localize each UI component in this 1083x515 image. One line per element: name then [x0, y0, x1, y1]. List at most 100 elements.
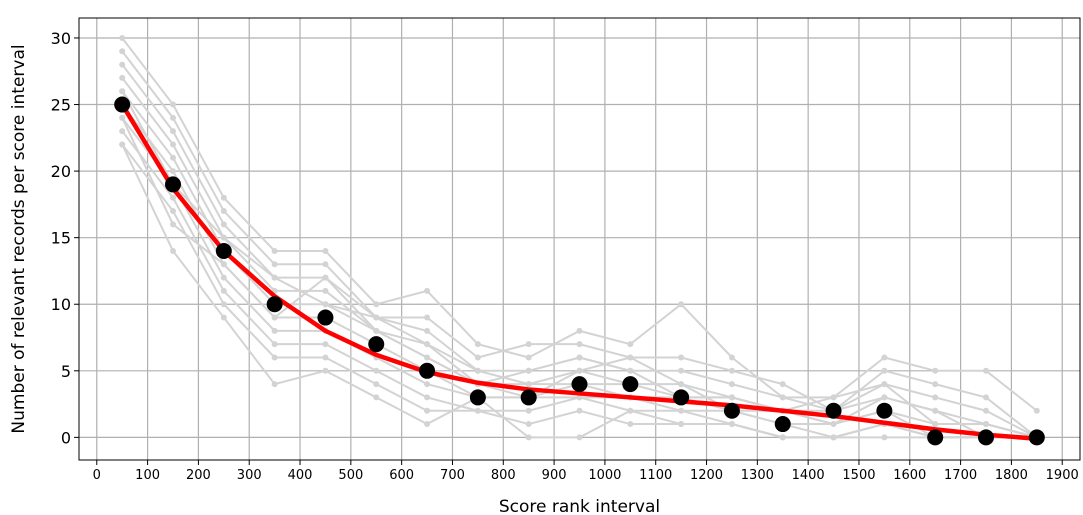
background-series-point	[1033, 407, 1040, 414]
background-series-point	[220, 287, 227, 294]
background-series-point	[373, 381, 380, 388]
background-series-point	[525, 407, 532, 414]
background-series-point	[678, 421, 685, 428]
data-point	[520, 389, 537, 406]
data-point	[165, 176, 182, 193]
background-series-point	[373, 367, 380, 374]
background-series-point	[627, 407, 634, 414]
background-series-point	[678, 381, 685, 388]
background-series-point	[170, 247, 177, 254]
x-tick-label: 900	[542, 468, 567, 483]
data-point	[114, 96, 131, 113]
background-series-point	[170, 154, 177, 161]
background-series-point	[982, 394, 989, 401]
background-series-point	[576, 434, 583, 441]
data-point	[927, 429, 944, 446]
background-series-point	[982, 407, 989, 414]
background-series-point	[728, 367, 735, 374]
background-series-point	[525, 341, 532, 348]
background-series-point	[271, 274, 278, 281]
background-series-point	[932, 394, 939, 401]
background-series-point	[627, 341, 634, 348]
background-series-point	[322, 367, 329, 374]
background-series-point	[576, 407, 583, 414]
y-axis-label: Number of relevant records per score int…	[9, 44, 29, 433]
background-series-point	[119, 74, 126, 81]
background-series-point	[525, 421, 532, 428]
background-series-point	[678, 354, 685, 361]
background-series-point	[779, 381, 786, 388]
background-series-point	[170, 114, 177, 121]
background-series-point	[271, 247, 278, 254]
background-series-point	[525, 434, 532, 441]
background-series-point	[170, 221, 177, 228]
background-series-point	[779, 394, 786, 401]
x-tick-label: 1300	[741, 468, 774, 483]
background-series-point	[424, 314, 431, 321]
data-point	[723, 402, 740, 419]
x-tick-label: 1500	[842, 468, 875, 483]
x-tick-label: 1900	[1046, 468, 1079, 483]
y-tick-label: 25	[51, 96, 71, 115]
x-tick-label: 1200	[690, 468, 723, 483]
grid-lines	[79, 18, 1080, 460]
background-series-point	[728, 421, 735, 428]
data-point	[774, 416, 791, 433]
data-point	[876, 402, 893, 419]
data-point	[368, 336, 385, 353]
background-series-point	[322, 341, 329, 348]
background-series-point	[576, 394, 583, 401]
background-series-point	[373, 394, 380, 401]
x-tick-label: 600	[389, 468, 414, 483]
background-series-point	[271, 354, 278, 361]
background-series-point	[170, 194, 177, 201]
background-series-point	[678, 407, 685, 414]
background-series-point	[576, 354, 583, 361]
data-point	[673, 389, 690, 406]
background-series-point	[474, 367, 481, 374]
x-tick-label: 300	[237, 468, 262, 483]
background-series-point	[474, 354, 481, 361]
background-series-point	[881, 354, 888, 361]
background-series-point	[678, 367, 685, 374]
background-series-point	[474, 407, 481, 414]
background-series-point	[119, 128, 126, 135]
y-tick-label: 30	[51, 29, 71, 48]
background-series-point	[881, 434, 888, 441]
background-series-point	[373, 327, 380, 334]
background-series-point	[322, 287, 329, 294]
x-tick-label: 1600	[893, 468, 926, 483]
data-point	[469, 389, 486, 406]
background-series-point	[170, 168, 177, 175]
background-series-point	[881, 367, 888, 374]
background-series-point	[271, 381, 278, 388]
x-tick-label: 1000	[588, 468, 621, 483]
background-series-point	[728, 394, 735, 401]
x-tick-label: 0	[93, 468, 101, 483]
data-point	[419, 362, 436, 379]
y-tick-label: 10	[51, 295, 71, 314]
background-series-point	[627, 354, 634, 361]
background-series-point	[525, 354, 532, 361]
x-tick-label: 1100	[639, 468, 672, 483]
background-series-point	[424, 381, 431, 388]
background-series-point	[525, 367, 532, 374]
x-tick-label: 400	[288, 468, 313, 483]
background-series-point	[830, 394, 837, 401]
data-points-group	[114, 96, 1045, 446]
x-tick-label: 500	[338, 468, 363, 483]
background-series-point	[932, 367, 939, 374]
x-tick-label: 1800	[995, 468, 1028, 483]
background-series-point	[576, 327, 583, 334]
data-point	[266, 296, 283, 313]
background-series-point	[119, 48, 126, 55]
background-series-point	[119, 114, 126, 121]
background-series-point	[170, 141, 177, 148]
data-point	[977, 429, 994, 446]
background-series-point	[627, 367, 634, 374]
axis-ticks: 0 100 200 300 400 500 600 700 800 900 1000 1100 1200…	[51, 29, 1079, 483]
background-series-point	[576, 341, 583, 348]
background-series-point	[220, 208, 227, 215]
background-series-point	[373, 314, 380, 321]
